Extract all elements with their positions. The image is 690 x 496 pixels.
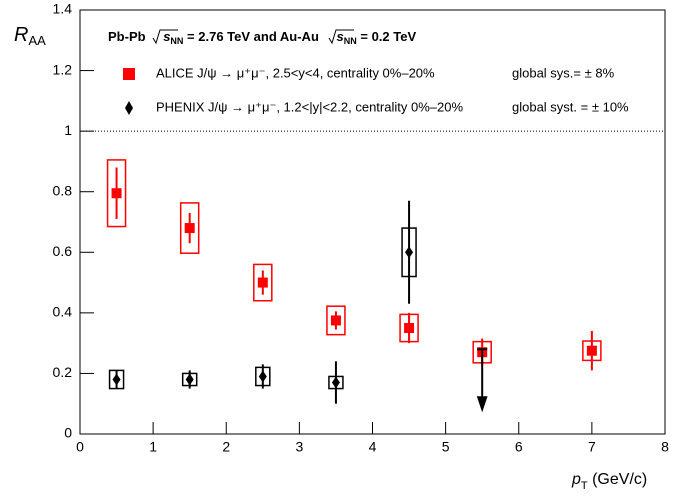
sys-box (179, 202, 200, 254)
title-part: s (163, 29, 170, 44)
legend-label: PHENIX J/ψ → μ⁺μ⁻, 1.2<|y|<2.2, centrali… (156, 99, 463, 114)
marker (258, 370, 267, 383)
y-tick-label: 1 (64, 122, 72, 138)
x-tick-label: 1 (149, 439, 157, 455)
title-part: = 0.2 TeV (360, 29, 416, 44)
x-tick-label: 2 (222, 439, 230, 455)
title-part: NN (344, 36, 357, 46)
y-axis-label: RAA (14, 24, 46, 48)
legend-label: ALICE J/ψ → μ⁺μ⁻, 2.5<y<4, centrality 0%… (156, 65, 435, 80)
marker (404, 323, 415, 333)
sys-box (253, 263, 273, 302)
y-tick-label: 0.2 (53, 364, 73, 380)
marker (111, 188, 122, 199)
marker (185, 373, 194, 386)
y-tick-label: 0 (64, 425, 72, 441)
y-tick-label: 1.2 (53, 61, 73, 77)
y-label-main: R (14, 24, 28, 46)
x-axis-label: pT (GeV/c) (571, 471, 647, 494)
marker (330, 315, 341, 326)
global-sys: global syst. = ± 10% (512, 99, 629, 114)
y-tick-label: 0.4 (53, 304, 73, 320)
x-tick-label: 8 (661, 439, 669, 455)
x-tick-label: 5 (442, 439, 450, 455)
sys-box (106, 159, 127, 228)
marker (112, 373, 121, 386)
y-tick-label: 1.4 (53, 1, 73, 17)
y-tick-label: 0.8 (53, 182, 73, 198)
title-part: Pb-Pb (108, 29, 146, 44)
x-tick-label: 7 (588, 439, 596, 455)
x-label-main: p (571, 471, 581, 488)
x-label-unit: (GeV/c) (592, 471, 647, 488)
x-tick-label: 0 (76, 439, 84, 455)
title-part: s (337, 29, 344, 44)
global-sys: global sys.= ± 8% (512, 65, 615, 80)
legend-marker (125, 101, 133, 115)
upper-limit (476, 348, 488, 413)
x-tick-label: 4 (369, 439, 377, 455)
marker (405, 246, 414, 259)
legend-marker (123, 68, 135, 80)
sys-box (326, 305, 346, 336)
x-label-sub: T (581, 480, 588, 492)
marker (184, 223, 195, 234)
marker (586, 345, 597, 356)
marker (331, 376, 340, 389)
title-part: = 2.76 TeV and Au-Au (187, 29, 319, 44)
chart-title: Pb-Pb sNN = 2.76 TeV and Au-Au sNN = 0.2… (108, 29, 416, 48)
x-tick-label: 3 (295, 439, 303, 455)
x-tick-label: 6 (515, 439, 523, 455)
sqrt-sign (152, 29, 354, 45)
title-part: NN (170, 36, 183, 46)
y-tick-label: 0.6 (53, 243, 73, 259)
marker (257, 277, 268, 288)
y-label-sub: AA (28, 33, 46, 48)
